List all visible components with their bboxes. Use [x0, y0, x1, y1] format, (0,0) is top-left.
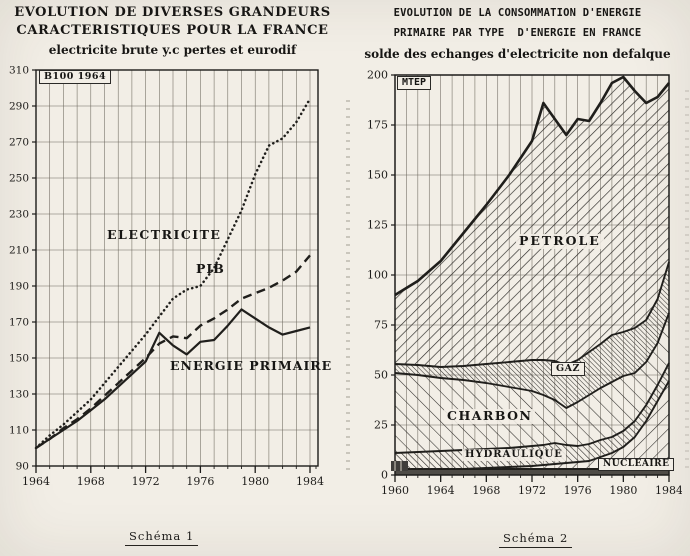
- svg-text:150: 150: [367, 169, 388, 182]
- hydraulique-area: [395, 363, 669, 469]
- pib-line: [35, 254, 311, 450]
- left-chart-subtitle: electricite brute y.c pertes et eurodif: [48, 43, 297, 57]
- svg-text:50: 50: [374, 369, 388, 382]
- energie-primaire-line: [35, 308, 311, 449]
- svg-text:1964: 1964: [427, 484, 455, 497]
- schema-1-caption: Schéma 1: [125, 529, 199, 546]
- svg-text:1984: 1984: [655, 484, 682, 497]
- svg-text:1972: 1972: [518, 484, 546, 497]
- svg-text:100: 100: [367, 269, 388, 282]
- svg-text:190: 190: [9, 281, 29, 293]
- left-chart-title-line2: CARACTERISTIQUES POUR LA FRANCE: [16, 23, 329, 38]
- petrole-area: [395, 77, 669, 367]
- nucleaire-band-label: NUCLEAIRE: [598, 458, 675, 471]
- right-chart-title-line2: PRIMAIRE PAR TYPE D'ENERGIE EN FRANCE: [393, 27, 642, 39]
- gaz-area: [395, 262, 669, 408]
- hydraulique-band-label: HYDRAULIQUE: [462, 449, 566, 461]
- svg-text:1980: 1980: [241, 475, 269, 488]
- energie-primaire-series-label: ENERGIE PRIMAIRE: [170, 358, 333, 373]
- svg-text:25: 25: [374, 419, 388, 432]
- left-chart-title-line1: EVOLUTION DE DIVERSES GRANDEURS: [14, 5, 331, 20]
- svg-text:1972: 1972: [132, 475, 160, 488]
- svg-text:1968: 1968: [77, 475, 105, 488]
- svg-text:290: 290: [9, 101, 29, 113]
- left-grid: [35, 69, 318, 467]
- illegible-marker-box: [391, 461, 408, 471]
- svg-text:310: 310: [9, 65, 29, 77]
- svg-text:175: 175: [367, 119, 388, 132]
- scan-artifact-margin: [346, 100, 350, 470]
- right-chart-subtitle: solde des echanges d'electricite non def…: [364, 47, 671, 61]
- svg-text:1976: 1976: [564, 484, 592, 497]
- svg-text:1964: 1964: [22, 475, 50, 488]
- svg-text:1984: 1984: [296, 475, 324, 488]
- svg-text:270: 270: [9, 137, 29, 149]
- svg-text:1976: 1976: [186, 475, 214, 488]
- svg-text:230: 230: [9, 209, 29, 221]
- svg-text:150: 150: [9, 353, 29, 365]
- svg-text:1968: 1968: [472, 484, 500, 497]
- left-line-chart: 90 110 130 150 170 190 210 230 250 270 290 310 1964 1…: [9, 65, 324, 489]
- charbon-band-label: CHARBON: [444, 409, 536, 424]
- svg-text:210: 210: [9, 245, 29, 257]
- left-index-base-box: B100 1964: [39, 70, 112, 84]
- svg-text:90: 90: [16, 461, 29, 473]
- svg-text:75: 75: [374, 319, 388, 332]
- svg-text:130: 130: [9, 389, 29, 401]
- svg-text:1980: 1980: [609, 484, 637, 497]
- mtep-unit-box: MTEP: [397, 76, 432, 90]
- svg-text:125: 125: [367, 219, 388, 232]
- svg-text:170: 170: [9, 317, 29, 329]
- electricite-series-label: ELECTRICITE: [107, 227, 222, 242]
- svg-text:200: 200: [367, 69, 388, 82]
- svg-text:110: 110: [9, 425, 29, 437]
- svg-text:0: 0: [381, 469, 388, 482]
- gaz-band-label: GAZ: [551, 362, 585, 376]
- right-chart-title-line1: EVOLUTION DE LA CONSOMMATION D'ENERGIE: [393, 7, 642, 19]
- svg-text:1960: 1960: [381, 484, 409, 497]
- svg-text:250: 250: [9, 173, 29, 185]
- schema-2-caption: Schéma 2: [499, 531, 573, 548]
- petrole-band-label: PETROLE: [516, 234, 604, 249]
- pib-series-label: PIB: [196, 261, 225, 276]
- scan-artifact-edge: [685, 90, 689, 470]
- electricite-line: [34, 97, 312, 450]
